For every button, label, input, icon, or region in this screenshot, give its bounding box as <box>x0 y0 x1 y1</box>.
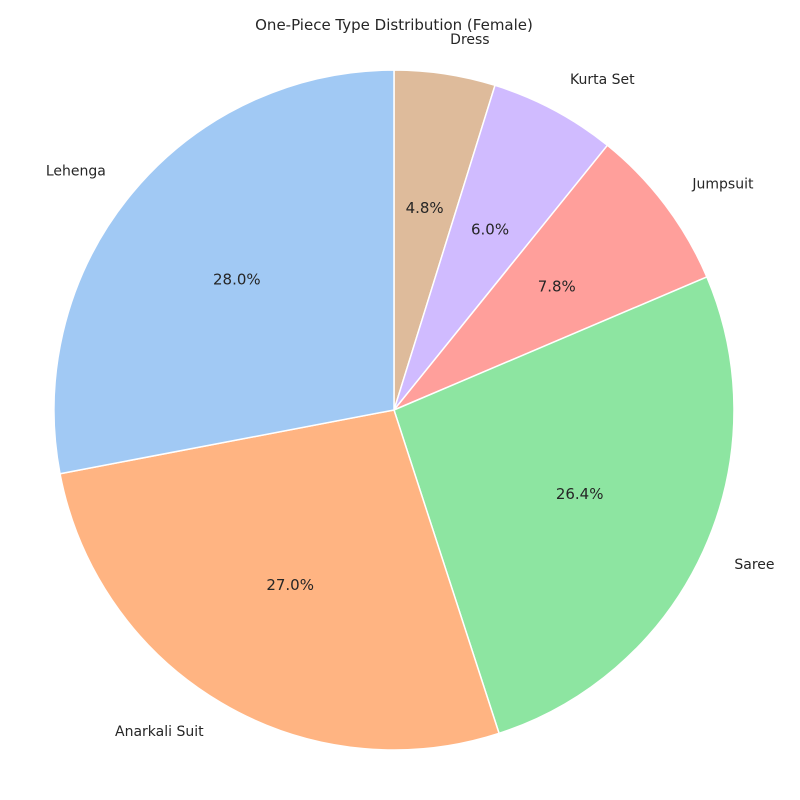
slice-label-lehenga: Lehenga <box>46 164 106 180</box>
percent-label-anarkali-suit: 27.0% <box>266 576 314 594</box>
slice-label-saree: Saree <box>734 557 774 573</box>
pie-slice-lehenga <box>53 69 395 475</box>
pie-slice-kurta-set <box>393 84 609 411</box>
slice-labels: Dress Kurta Set Jumpsuit Saree Anarkali Suit… <box>46 32 775 740</box>
slice-label-jumpsuit: Jumpsuit <box>691 177 754 193</box>
percent-label-saree: 26.4% <box>556 485 604 503</box>
percent-label-kurta-set: 6.0% <box>471 221 509 239</box>
pie-slice-anarkali-suit <box>59 409 500 751</box>
pie-slices <box>53 69 735 751</box>
chart-title: One-Piece Type Distribution (Female) <box>255 16 533 34</box>
percent-label-dress: 4.8% <box>406 199 444 217</box>
slice-label-kurta-set: Kurta Set <box>570 72 635 88</box>
slice-label-dress: Dress <box>450 32 489 48</box>
pie-slice-saree <box>393 276 735 735</box>
pie-slice-jumpsuit <box>393 144 708 411</box>
percent-label-lehenga: 28.0% <box>213 270 261 288</box>
percent-labels: 4.8% 6.0% 7.8% 26.4% 27.0% 28.0% <box>213 199 604 594</box>
slice-label-anarkali-suit: Anarkali Suit <box>115 724 204 740</box>
percent-label-jumpsuit: 7.8% <box>538 278 576 296</box>
